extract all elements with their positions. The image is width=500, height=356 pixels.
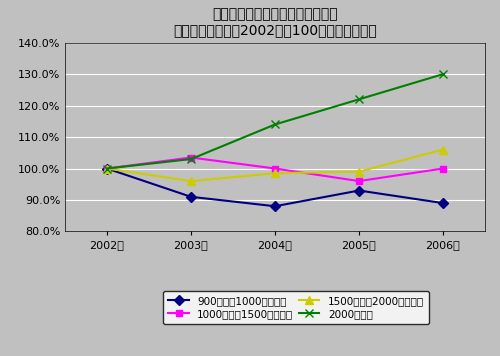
- 1500万超～2000万円以下: [188, 179, 194, 183]
- 1000万超～1500万円以下: [272, 166, 278, 171]
- 1000万超～1500万円以下: [440, 166, 446, 171]
- 1000万超～1500万円以下: [188, 155, 194, 159]
- Line: 1500万超～2000万円以下: 1500万超～2000万円以下: [103, 146, 447, 185]
- Line: 900万超～1000万円以下: 900万超～1000万円以下: [104, 165, 446, 210]
- 900万超～1000万円以下: [104, 166, 110, 171]
- 2000万円超: [356, 97, 362, 101]
- Legend: 900万超～1000万円以下, 1000万超～1500万円以下, 1500万超～2000万円以下, 2000万円超: 900万超～1000万円以下, 1000万超～1500万円以下, 1500万超～…: [163, 291, 429, 324]
- 2000万円超: [272, 122, 278, 127]
- 2000万円超: [440, 72, 446, 76]
- 1000万超～1500万円以下: [356, 179, 362, 183]
- 2000万円超: [104, 166, 110, 171]
- 900万超～1000万円以下: [188, 195, 194, 199]
- 1500万超～2000万円以下: [272, 171, 278, 176]
- Line: 2000万円超: 2000万円超: [103, 70, 447, 173]
- 900万超～1000万円以下: [356, 188, 362, 193]
- 1500万超～2000万円以下: [104, 166, 110, 171]
- 1500万超～2000万円以下: [356, 169, 362, 174]
- 900万超～1000万円以下: [440, 201, 446, 205]
- 900万超～1000万円以下: [272, 204, 278, 208]
- Title: 給与階級別給与所得者数・構成比
（高給与者のみ・2002年を100％としたとき）: 給与階級別給与所得者数・構成比 （高給与者のみ・2002年を100％としたとき）: [173, 7, 377, 37]
- 1000万超～1500万円以下: [104, 166, 110, 171]
- 1500万超～2000万円以下: [440, 147, 446, 152]
- Line: 1000万超～1500万円以下: 1000万超～1500万円以下: [104, 154, 446, 184]
- 2000万円超: [188, 157, 194, 161]
